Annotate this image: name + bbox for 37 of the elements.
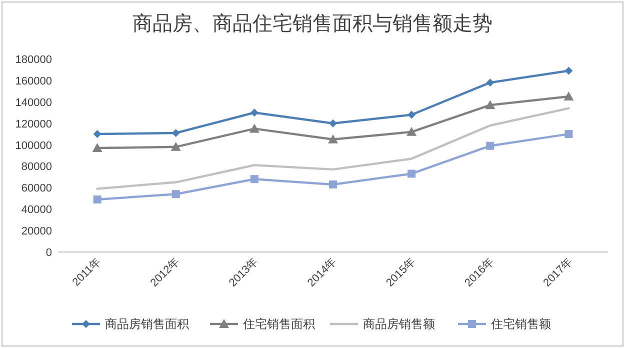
point bbox=[170, 142, 181, 151]
point bbox=[408, 170, 416, 178]
y-tick-label: 180000 bbox=[15, 54, 52, 66]
y-tick-label: 80000 bbox=[21, 161, 52, 174]
line-series bbox=[96, 107, 570, 190]
legend-label: 住宅销售额 bbox=[490, 317, 551, 331]
point bbox=[93, 195, 102, 204]
legend-label: 住宅销售面积 bbox=[242, 317, 315, 331]
chart-title: 商品房、商品住宅销售面积与销售额走势 bbox=[132, 12, 492, 35]
point bbox=[93, 130, 102, 138]
y-tick-label: 160000 bbox=[15, 75, 52, 88]
point bbox=[486, 78, 494, 87]
point bbox=[329, 180, 337, 188]
y-tick-label: 100000 bbox=[15, 140, 52, 152]
point bbox=[250, 175, 258, 184]
point bbox=[329, 119, 337, 128]
y-tick-label: 140000 bbox=[15, 96, 52, 109]
legend-label: 商品房销售面积 bbox=[105, 317, 189, 331]
point bbox=[172, 128, 180, 137]
point bbox=[564, 66, 573, 75]
y-tick-label: 40000 bbox=[21, 204, 52, 216]
y-tick-label: 60000 bbox=[21, 182, 52, 195]
point bbox=[408, 110, 416, 119]
y-tick-label: 20000 bbox=[21, 226, 52, 238]
point bbox=[486, 142, 494, 150]
point bbox=[249, 124, 260, 133]
y-tick-label: 120000 bbox=[15, 118, 52, 130]
point bbox=[485, 100, 496, 110]
legend-label: 商品房销售额 bbox=[363, 317, 435, 331]
point bbox=[92, 142, 102, 152]
point bbox=[328, 134, 338, 144]
point bbox=[406, 126, 417, 136]
point bbox=[172, 190, 180, 198]
y-tick-label: 0 bbox=[46, 247, 52, 259]
point bbox=[564, 92, 574, 101]
point bbox=[564, 130, 573, 138]
point bbox=[250, 108, 258, 117]
